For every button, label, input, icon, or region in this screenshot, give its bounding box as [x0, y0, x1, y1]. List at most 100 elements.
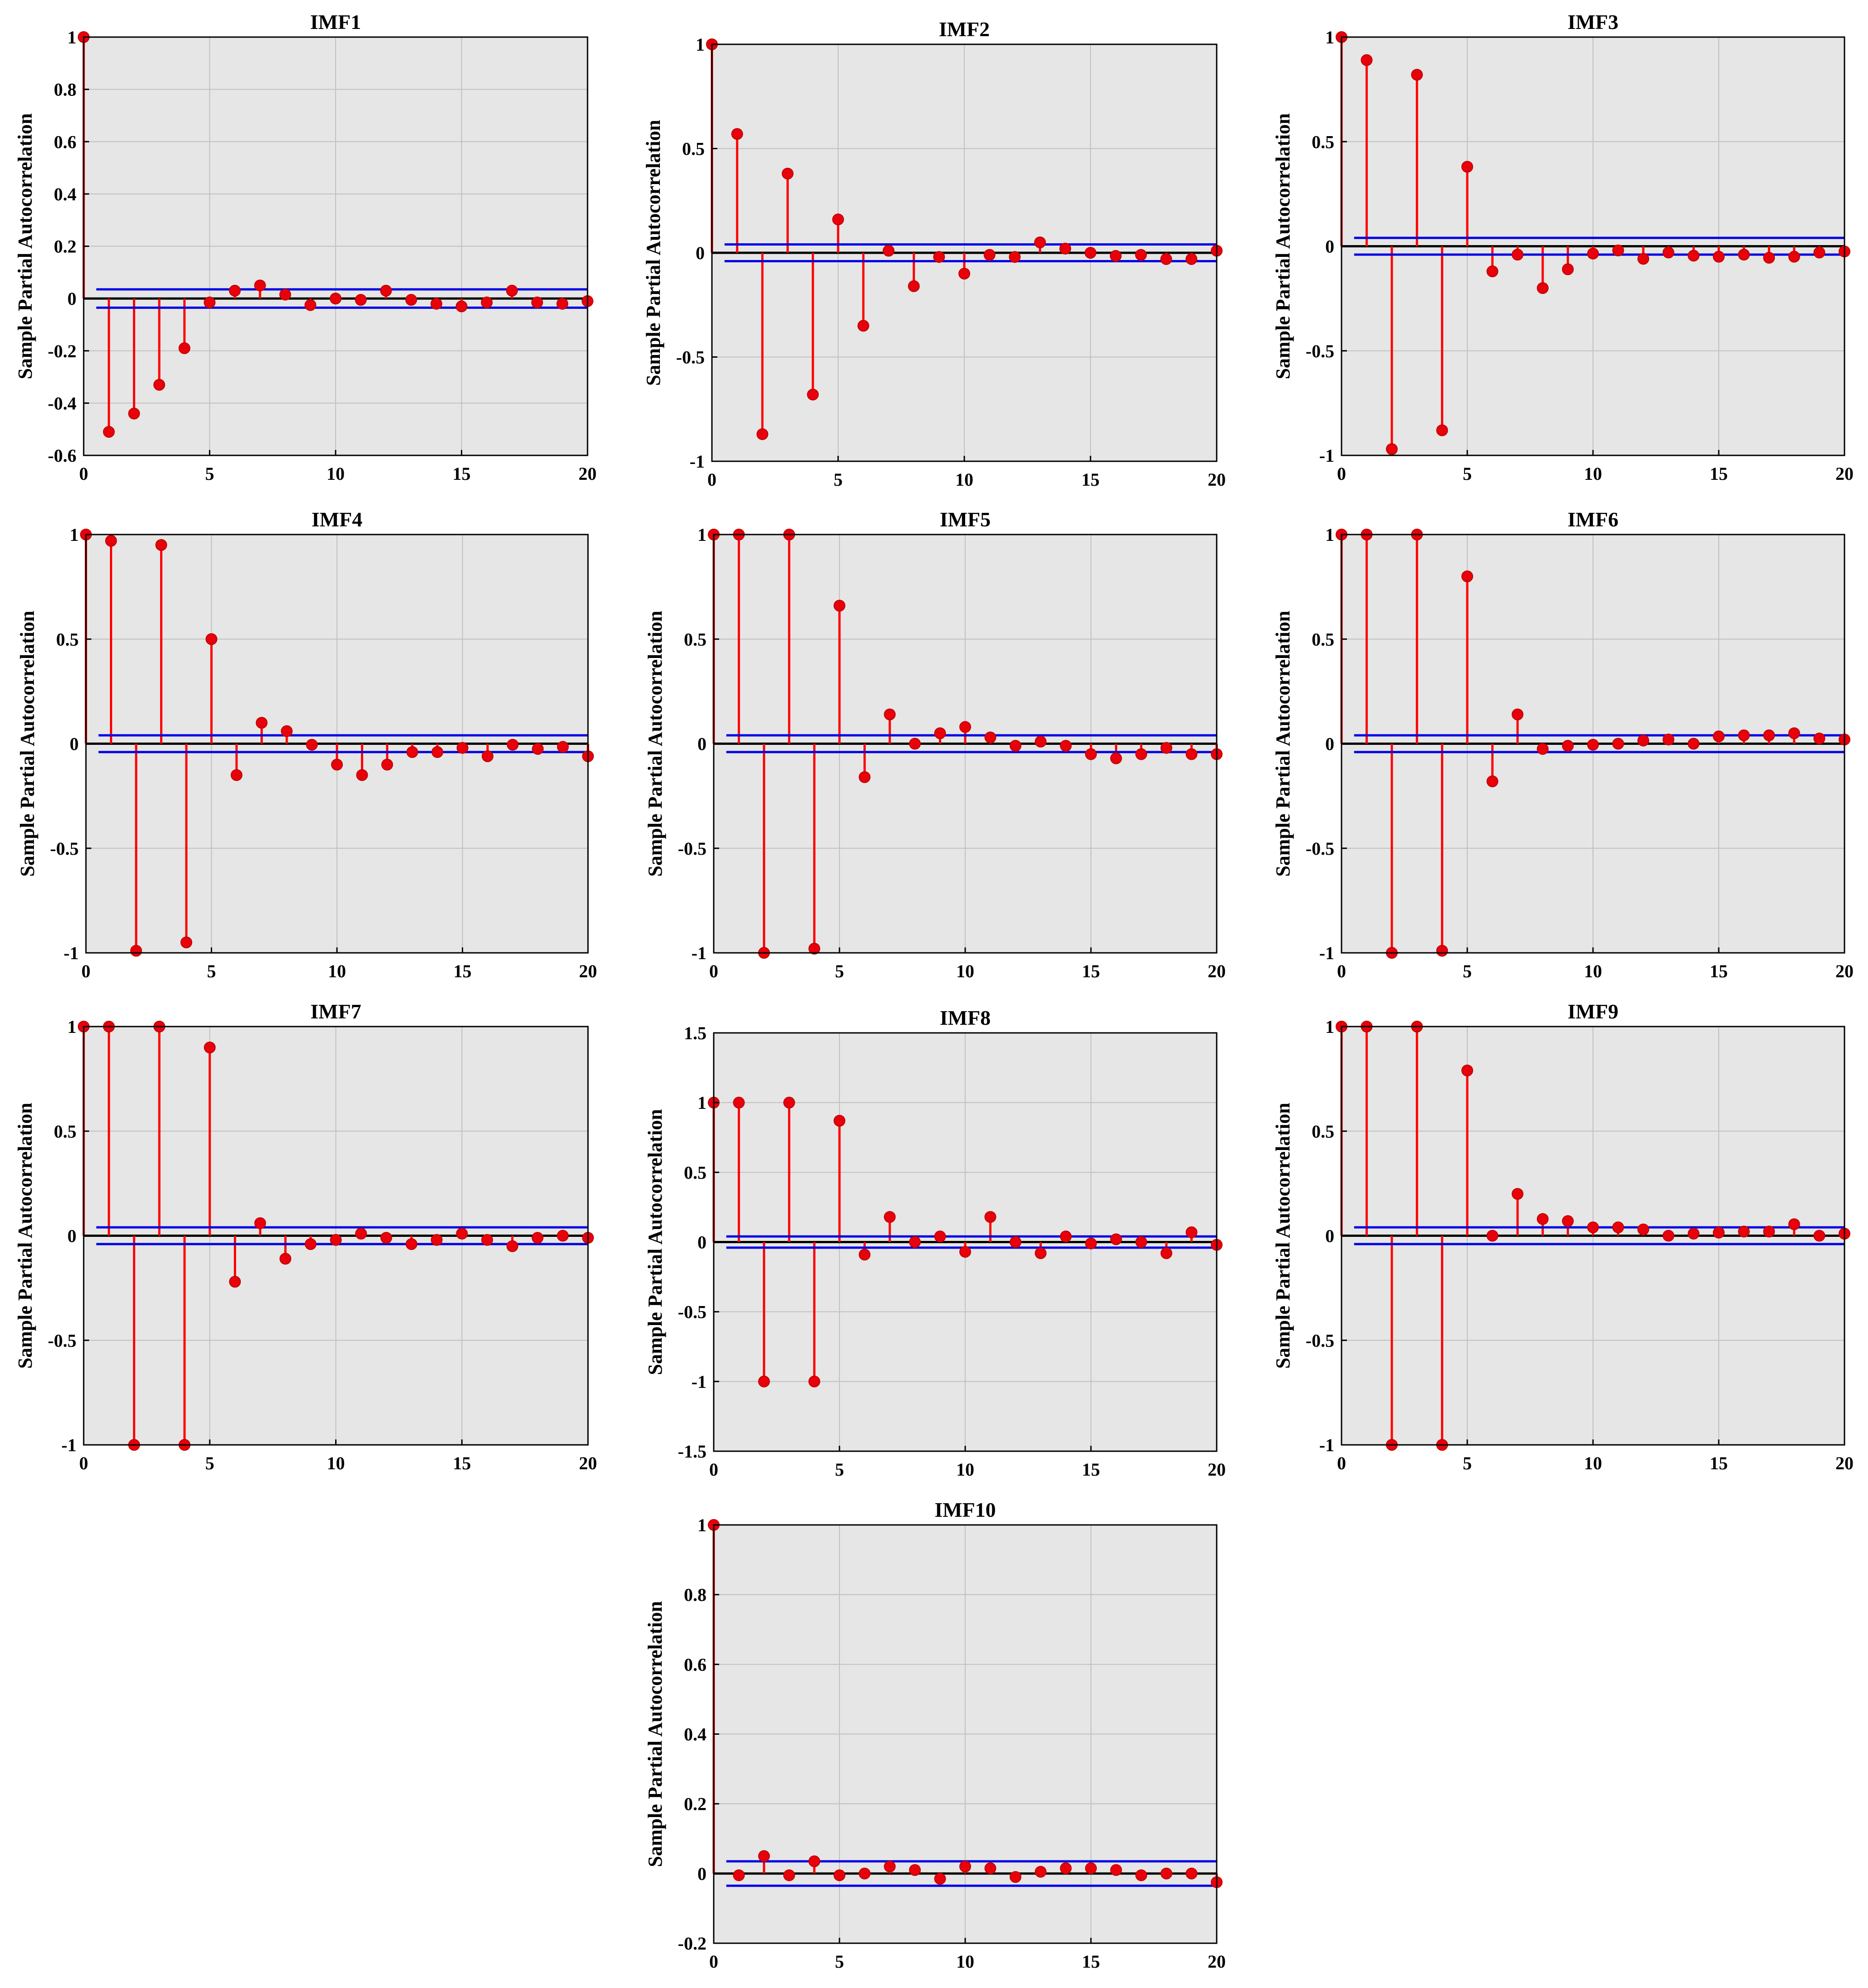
stem-marker	[1738, 1226, 1750, 1238]
y-tick-label: 1.5	[684, 1023, 706, 1043]
stem-marker	[531, 1232, 544, 1244]
stem-marker	[909, 1236, 921, 1248]
stem-marker	[984, 1862, 996, 1874]
y-tick-label: 0	[70, 734, 79, 754]
stem-marker	[1185, 1867, 1198, 1879]
panel-imf2: 0 5 10 15 20 -1 -0.5 0 0.5 1 IMF2 Sample Partial Au…	[642, 18, 1226, 490]
stem-marker	[731, 128, 743, 140]
stem-marker	[934, 727, 946, 739]
y-tick-label: 0	[697, 734, 706, 754]
stem-marker	[1085, 1237, 1097, 1250]
x-tick-label: 20	[1835, 961, 1854, 981]
stem-marker	[1135, 249, 1147, 261]
stem-marker	[1562, 263, 1574, 275]
stem-marker	[532, 743, 544, 755]
stem-marker	[1185, 748, 1198, 760]
y-tick-label: 0.5	[684, 1162, 706, 1183]
x-tick-label: 5	[1463, 1453, 1472, 1473]
stem-marker	[1060, 1862, 1072, 1874]
x-tick-label: 15	[1082, 1951, 1100, 1972]
panel-imf9: 0 5 10 15 20 -1 -0.5 0 0.5 1 IMF9 Sample Partial Au…	[1272, 1000, 1854, 1473]
y-tick-label: 0.8	[684, 1585, 706, 1605]
stem-marker	[1110, 1233, 1122, 1245]
x-tick-label: 0	[709, 1951, 718, 1972]
stem-marker	[1060, 1231, 1072, 1243]
stem-marker	[1461, 161, 1473, 173]
y-tick-label: 0	[1325, 734, 1334, 754]
y-tick-label: -0.5	[678, 1302, 706, 1322]
stem-marker	[1813, 732, 1825, 744]
y-tick-label: 0	[67, 1226, 76, 1246]
stem-marker	[1486, 1230, 1498, 1242]
stem-marker	[304, 1238, 317, 1250]
panel-title: IMF9	[1568, 1000, 1618, 1023]
stem-marker	[180, 936, 192, 948]
panel-title: IMF10	[934, 1498, 996, 1521]
x-tick-label: 5	[1463, 464, 1472, 484]
y-tick-label: -0.6	[48, 445, 76, 466]
stem-marker	[783, 1097, 795, 1109]
stem-marker	[481, 1234, 493, 1246]
stem-marker	[330, 1234, 342, 1246]
stem-marker	[1763, 251, 1775, 264]
y-tick-label: 1	[697, 1093, 706, 1113]
y-tick-label: -0.5	[1306, 838, 1334, 859]
stem-marker	[557, 1230, 569, 1242]
y-tick-label: 0	[1325, 237, 1334, 257]
x-tick-label: 20	[1208, 1951, 1226, 1972]
stem-marker	[756, 428, 768, 440]
stem-marker	[884, 1211, 896, 1223]
x-tick-label: 15	[1710, 961, 1728, 981]
stem-marker	[1536, 282, 1549, 294]
stem-marker	[1587, 738, 1599, 751]
stem-marker	[834, 600, 845, 612]
x-tick-label: 5	[835, 961, 844, 981]
x-tick-label: 10	[956, 1951, 974, 1972]
panel-imf7: 0 5 10 15 20 -1 -0.5 0 0.5 1 IMF7 Sample Partial Au…	[14, 1000, 597, 1473]
stem-marker	[1185, 1226, 1198, 1238]
stem-marker	[1160, 742, 1172, 754]
x-tick-label: 5	[207, 961, 216, 981]
stem-marker	[959, 1860, 971, 1873]
stem-marker	[1662, 1230, 1674, 1242]
y-tick-label: 1	[67, 1017, 76, 1037]
y-axis-label: Sample Partial Autocorrelation	[14, 1103, 36, 1368]
stem-marker	[1713, 251, 1725, 263]
y-axis-label: Sample Partial Autocorrelation	[1272, 611, 1294, 876]
stem-marker	[481, 296, 493, 308]
x-tick-label: 5	[1463, 961, 1472, 981]
stem-marker	[1688, 1227, 1700, 1240]
stem-marker	[1059, 242, 1071, 255]
x-tick-label: 0	[707, 469, 716, 490]
stem-marker	[1461, 570, 1473, 582]
stem-marker	[1562, 740, 1574, 752]
stem-marker	[958, 268, 970, 280]
stem-marker	[1637, 734, 1650, 747]
y-tick-label: -0.5	[50, 838, 79, 859]
x-tick-label: 0	[79, 464, 88, 484]
stem-marker	[1536, 743, 1549, 755]
stem-marker	[1060, 740, 1072, 752]
y-tick-label: 0.5	[1312, 629, 1334, 649]
stem-marker	[983, 249, 996, 261]
stem-marker	[330, 293, 341, 305]
y-tick-label: 1	[696, 34, 705, 55]
stem-marker	[1135, 1869, 1147, 1881]
stem-marker	[430, 298, 442, 310]
stem-marker	[1512, 708, 1524, 720]
stem-marker	[1512, 249, 1524, 260]
x-tick-label: 20	[1208, 1459, 1226, 1480]
y-tick-label: 1	[1325, 1017, 1334, 1037]
y-tick-label: 0.8	[54, 80, 76, 100]
y-tick-label: 0.5	[54, 1121, 76, 1141]
stem-marker	[355, 294, 367, 306]
panel-imf4: 0 5 10 15 20 -1 -0.5 0 0.5 1 IMF4 Sample Partial Au…	[16, 508, 597, 981]
stem-marker	[556, 298, 569, 310]
y-tick-label: 1	[1325, 27, 1334, 47]
x-tick-label: 10	[1584, 1453, 1602, 1473]
stem-marker	[380, 284, 392, 297]
x-tick-label: 20	[1208, 469, 1226, 490]
x-tick-label: 20	[578, 464, 597, 484]
y-tick-label: 0.5	[1312, 132, 1334, 152]
